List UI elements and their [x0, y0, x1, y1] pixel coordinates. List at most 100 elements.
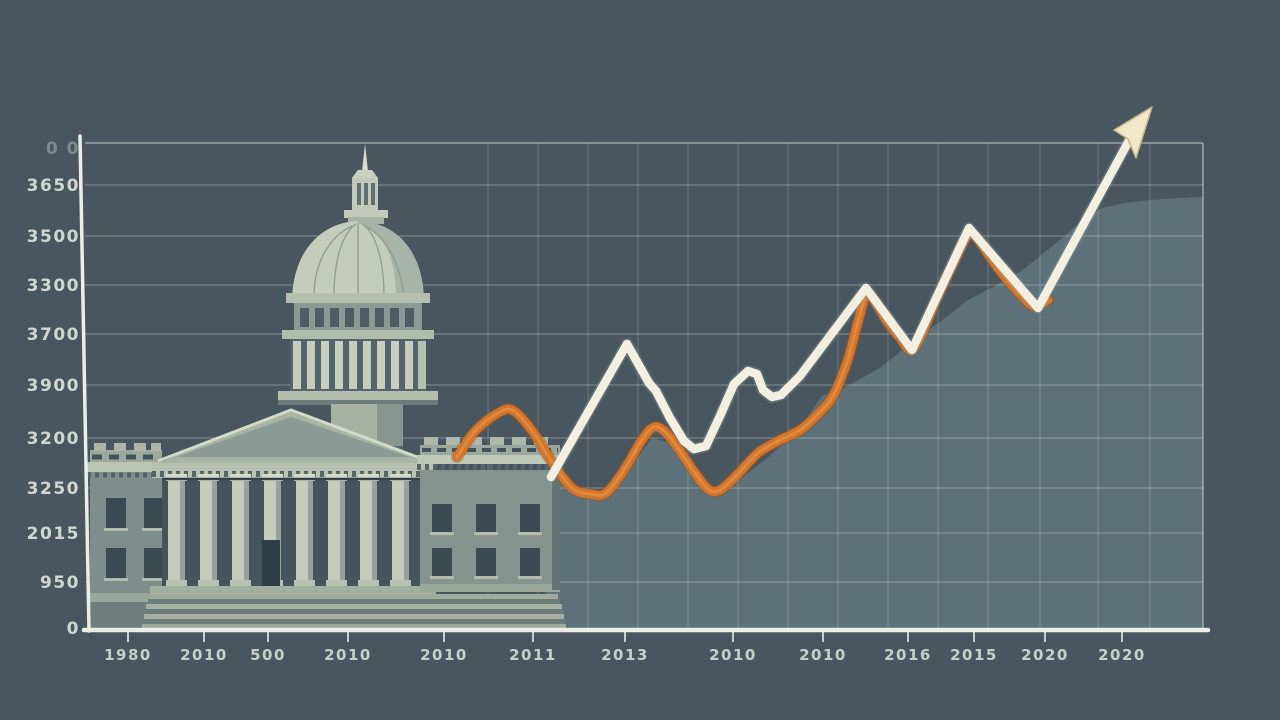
decorative-shape: [405, 308, 414, 327]
decorative-shape: [377, 341, 385, 389]
decorative-shape: [390, 308, 399, 327]
y-tick-label: 0: [67, 619, 80, 639]
decorative-shape: [420, 584, 560, 592]
decorative-shape: [417, 455, 563, 464]
decorative-shape: [375, 308, 384, 327]
x-tick-label: 2013: [601, 646, 649, 664]
capitol-left-wing: [87, 443, 166, 629]
capitol-building-illustration: [87, 144, 566, 629]
window: [144, 498, 164, 528]
decorative-shape: [348, 217, 384, 224]
decorative-shape: [358, 474, 379, 481]
decorative-shape: [146, 604, 562, 609]
decorative-shape: [294, 580, 315, 587]
decorative-shape: [166, 474, 187, 481]
x-tick-label: 2010: [324, 646, 372, 664]
decorative-shape: [364, 183, 368, 205]
decorative-shape: [404, 478, 409, 584]
decorative-shape: [446, 437, 460, 445]
capitol-steps: [142, 594, 566, 629]
dome-base-ring: [278, 391, 438, 402]
y-tick-label: 3250: [27, 479, 80, 499]
decorative-shape: [278, 400, 438, 405]
decorative-shape: [104, 578, 128, 581]
decorative-shape: [293, 341, 301, 389]
decorative-shape: [134, 443, 146, 451]
dome-arcade-tier: [294, 303, 422, 331]
decorative-shape: [94, 443, 106, 451]
decorative-shape: [512, 437, 526, 445]
x-tick-label: 2011: [509, 646, 557, 664]
decorative-shape: [142, 624, 566, 629]
y-tick-label: 3200: [27, 429, 80, 449]
decorative-shape: [372, 478, 377, 584]
x-tick-label: 500: [250, 646, 286, 664]
capitol-right-wing: [417, 437, 563, 592]
white-trend-line: [546, 132, 1136, 482]
decorative-shape: [518, 532, 542, 535]
decorative-shape: [148, 599, 560, 604]
decorative-shape: [151, 443, 161, 451]
dome-shade: [358, 221, 424, 298]
y-tick-label: 3500: [27, 227, 80, 247]
window: [520, 504, 540, 532]
decorative-shape: [345, 308, 354, 327]
window: [476, 504, 496, 532]
decorative-shape: [360, 308, 369, 327]
y-tick-label: 2015: [27, 524, 80, 544]
decorative-shape: [276, 478, 281, 584]
x-tick-label: 2010: [180, 646, 228, 664]
lantern-cap: [352, 170, 378, 178]
decorative-shape: [176, 417, 410, 457]
decorative-shape: [157, 408, 429, 463]
decorative-shape: [244, 478, 249, 584]
x-tick-label: 2010: [799, 646, 847, 664]
decorative-shape: [198, 474, 219, 481]
decorative-shape: [88, 593, 162, 602]
decorative-shape: [114, 443, 126, 451]
window: [432, 548, 452, 576]
decorative-shape: [430, 576, 454, 579]
decorative-shape: [357, 183, 361, 205]
y-tick-label: 3650: [27, 176, 80, 196]
x-tick-label: 2010: [420, 646, 468, 664]
decorative-shape: [474, 532, 498, 535]
x-tick-label: 2015: [950, 646, 998, 664]
decorative-shape: [230, 474, 251, 481]
window: [144, 548, 164, 578]
dome-mid-ring: [282, 330, 434, 339]
decorative-shape: [552, 470, 560, 590]
decorative-shape: [262, 474, 283, 481]
decorative-shape: [349, 341, 357, 389]
decorative-shape: [307, 341, 315, 389]
decorative-shape: [294, 474, 315, 481]
decorative-shape: [308, 478, 313, 584]
decorative-shape: [300, 308, 309, 327]
decorative-shape: [212, 478, 217, 584]
capitol-dome: [278, 144, 438, 468]
trend-arrowhead: [1113, 106, 1153, 159]
window: [476, 548, 496, 576]
window: [106, 548, 126, 578]
decorative-shape: [490, 437, 504, 445]
decorative-shape: [180, 478, 185, 584]
axes-layer: [78, 134, 1211, 633]
y-tick-label: 950: [40, 573, 80, 593]
decorative-shape: [198, 580, 219, 587]
decorative-shape: [430, 532, 454, 535]
x-tick-label: 1980: [104, 646, 152, 664]
decorative-shape: [104, 528, 128, 531]
x-tick-label: 2020: [1021, 646, 1069, 664]
labels-layer: 0 0 3650 3500 3300 3700 3900 3200 3250 2015 950 0 1…: [27, 139, 1145, 664]
decorative-shape: [518, 576, 542, 579]
decorative-shape: [405, 341, 413, 389]
decorative-shape: [358, 580, 379, 587]
decorative-shape: [468, 437, 482, 445]
decorative-shape: [363, 341, 371, 389]
lantern-collar: [344, 210, 388, 218]
decorative-shape: [330, 308, 339, 327]
y-tick-label: 0 0: [46, 139, 80, 159]
decorative-shape: [326, 580, 347, 587]
decorative-shape: [142, 528, 166, 531]
decorative-shape: [326, 474, 347, 481]
